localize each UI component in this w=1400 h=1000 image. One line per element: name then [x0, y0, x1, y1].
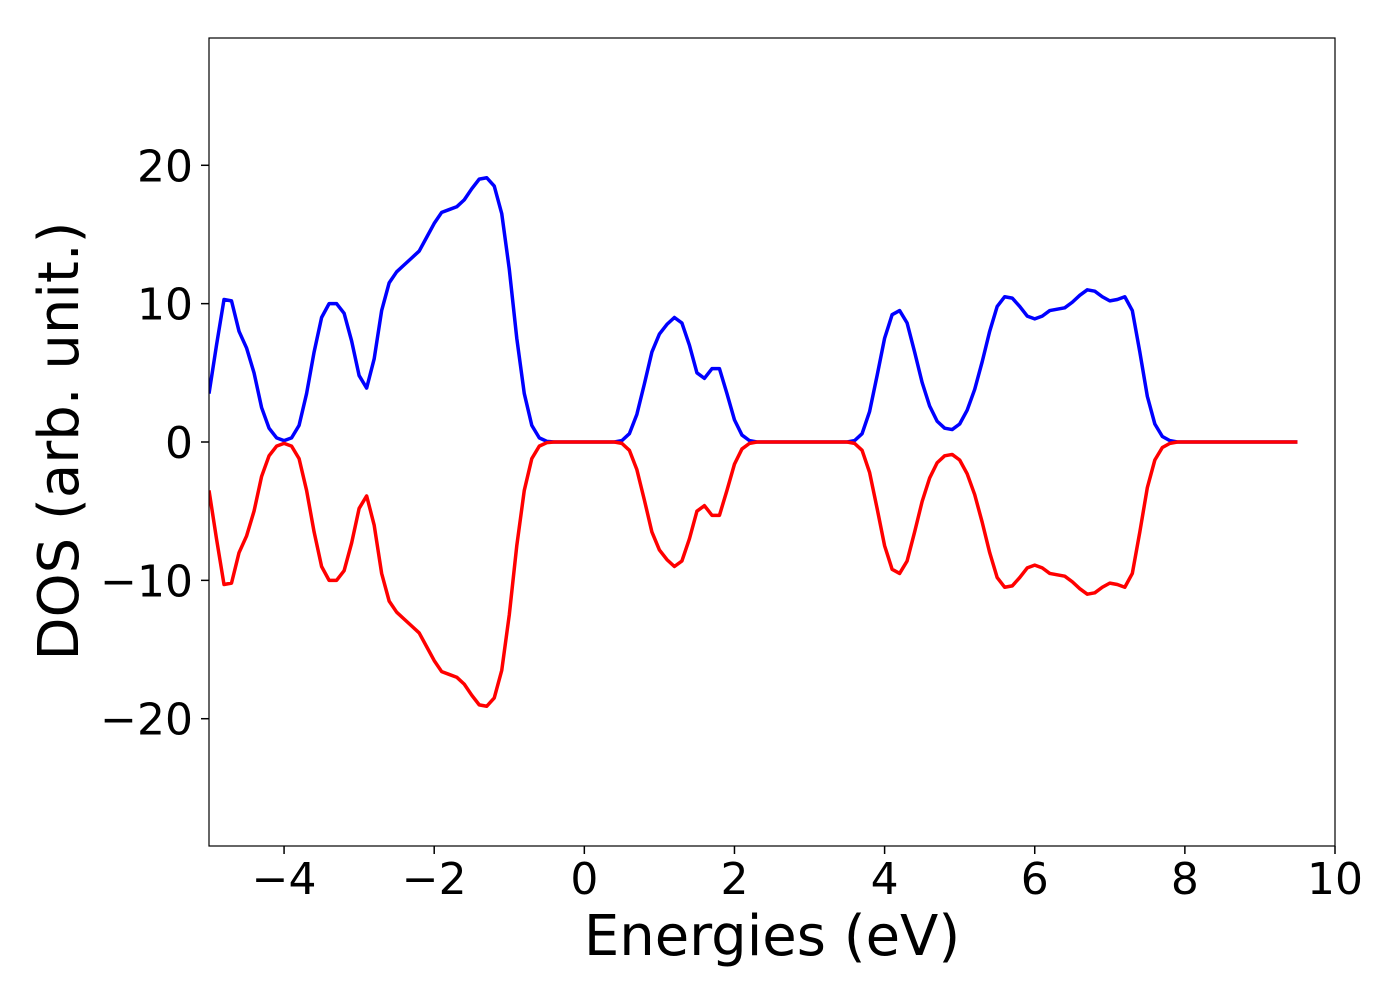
- x-tick-label: −2: [402, 854, 467, 905]
- plot-frame: [208, 37, 1336, 847]
- x-axis-label: Energies (eV): [584, 904, 960, 969]
- x-tick-label: −4: [252, 854, 317, 905]
- x-tick-label: 2: [720, 854, 748, 905]
- y-tick-label: 0: [165, 418, 193, 469]
- x-tick-label: 0: [570, 854, 598, 905]
- y-tick-label: −20: [100, 695, 193, 746]
- x-tick-label: 10: [1307, 854, 1363, 905]
- y-tick-label: 20: [137, 141, 193, 192]
- x-tick-label: 6: [1021, 854, 1049, 905]
- y-tick-label: −10: [100, 556, 193, 607]
- series-line: [209, 440, 1298, 709]
- x-tick-label: 4: [871, 854, 899, 905]
- y-axis-label: DOS (arb. unit.): [27, 221, 92, 660]
- series-line: [209, 175, 1298, 444]
- x-tick-label: 8: [1171, 854, 1199, 905]
- y-tick-label: 10: [137, 280, 193, 331]
